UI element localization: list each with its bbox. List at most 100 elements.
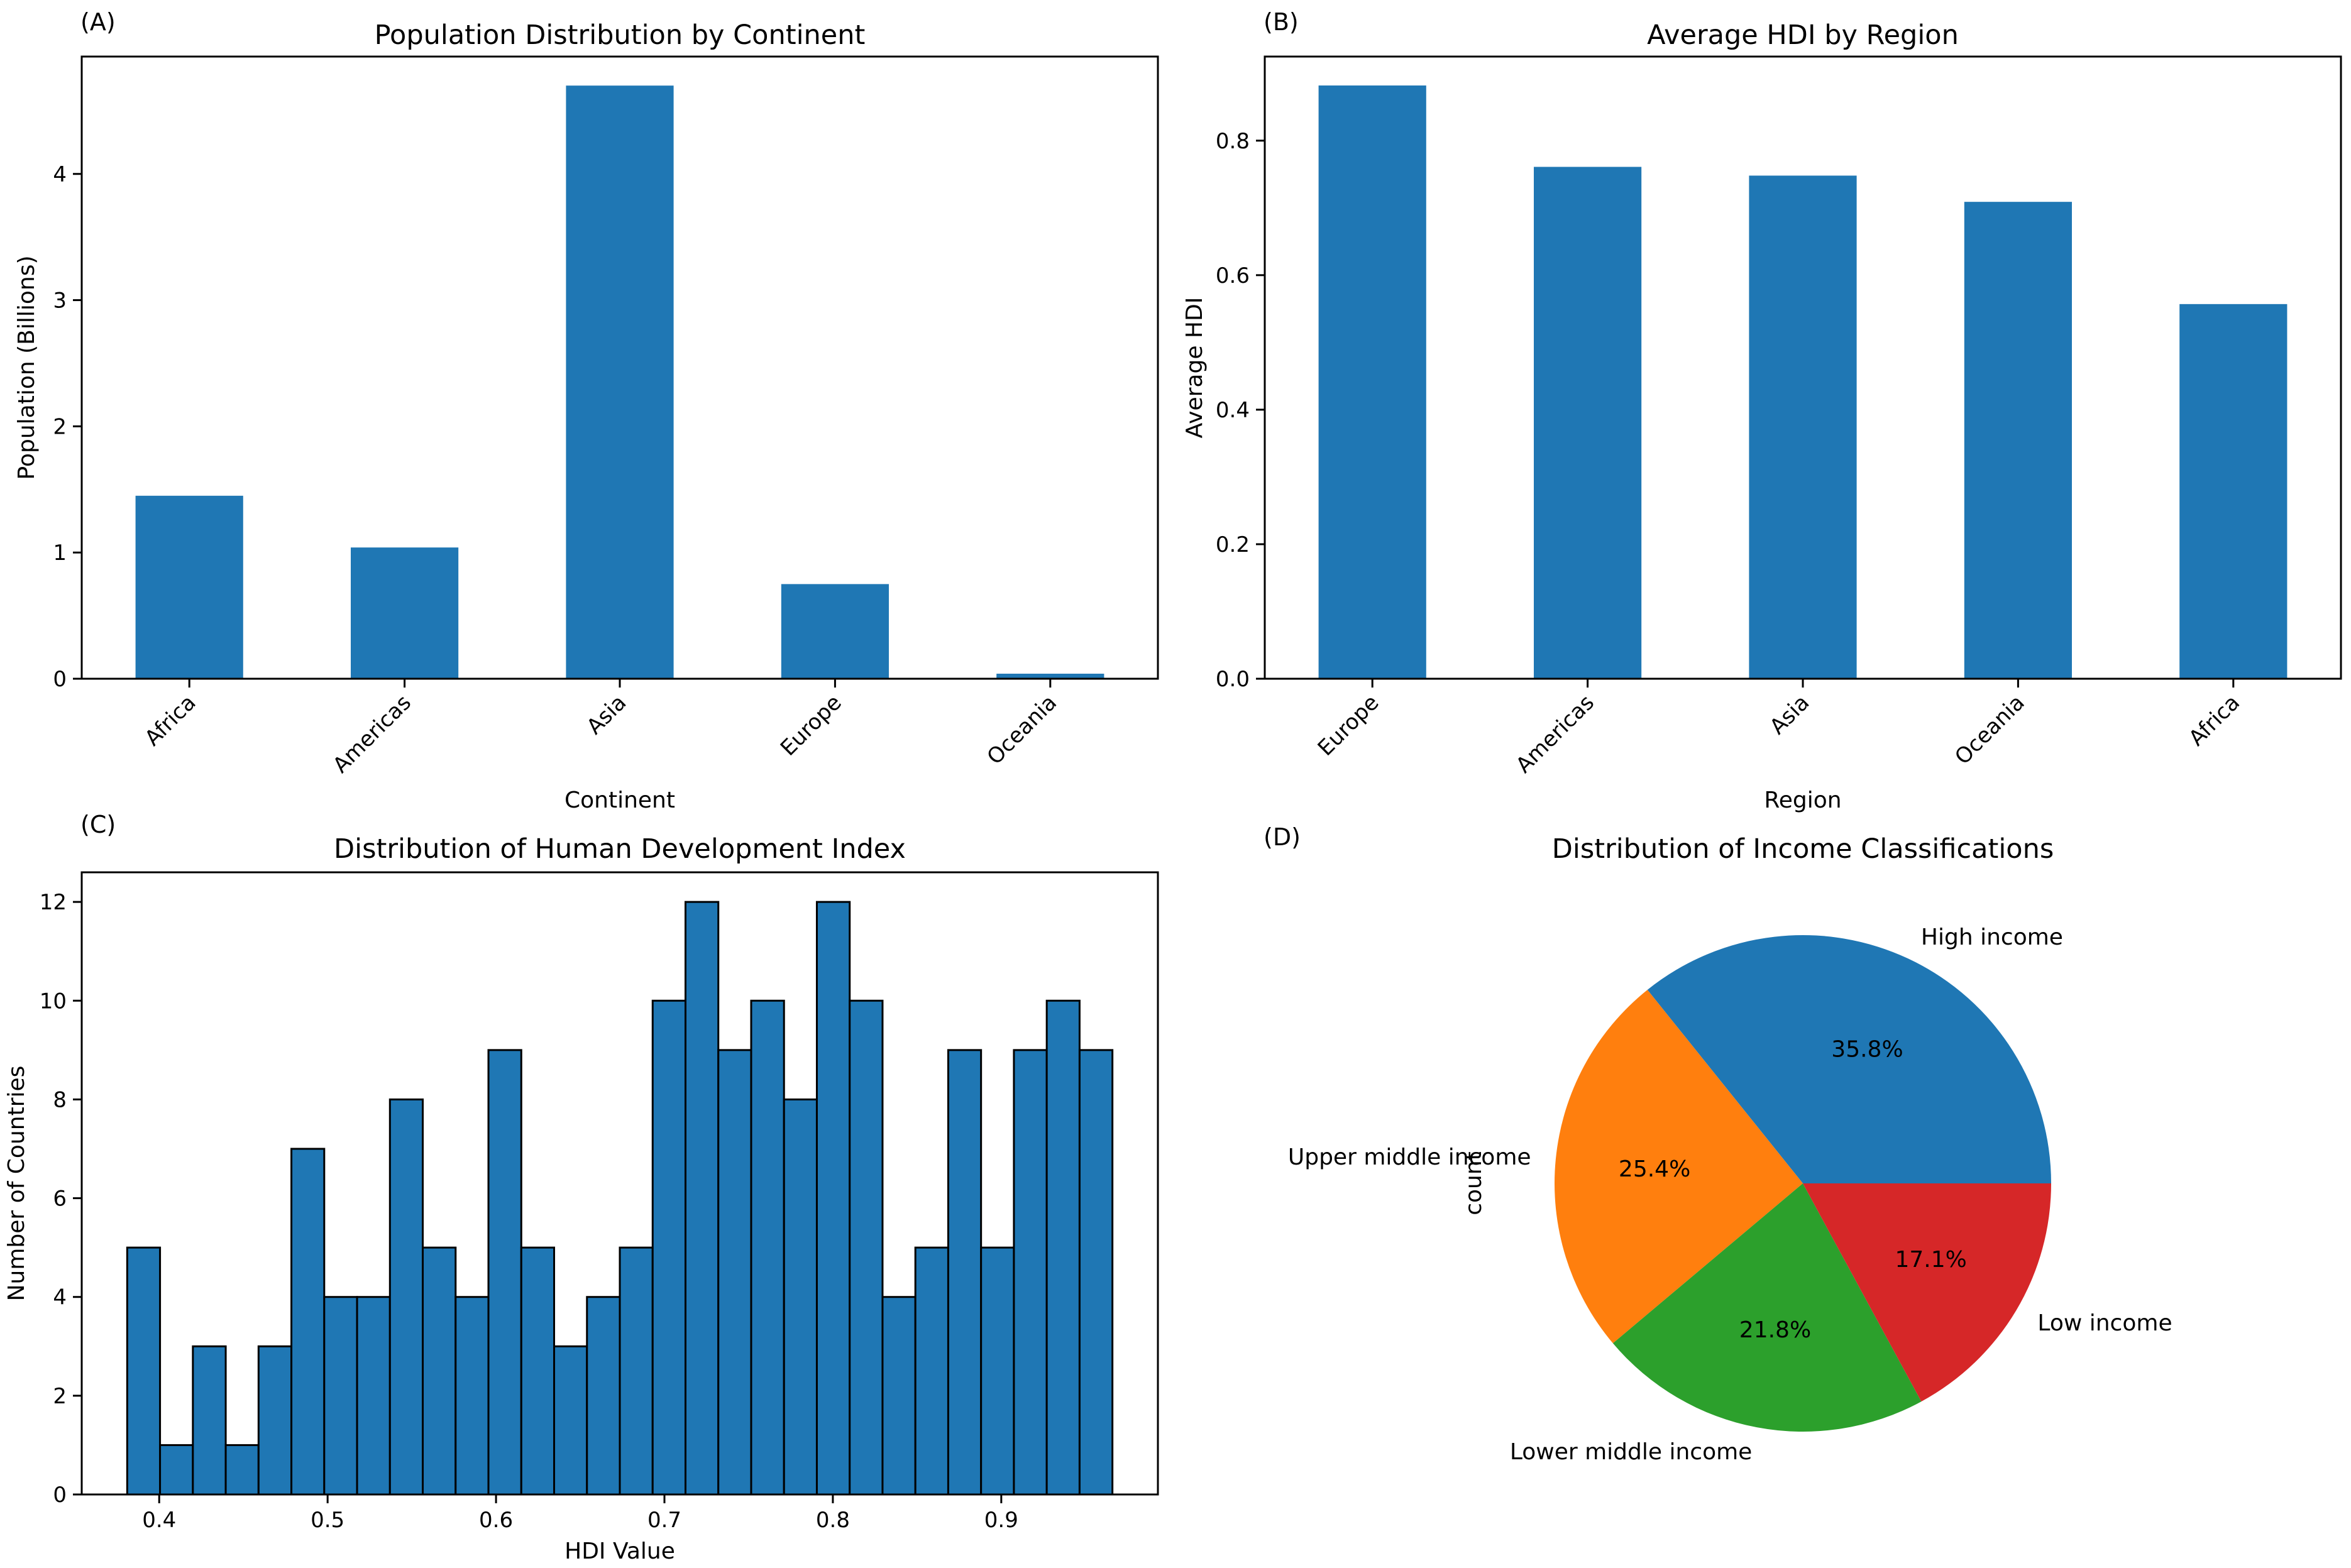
panel-c-ytick-label: 2 <box>53 1384 67 1409</box>
panel-a-ytick-label: 3 <box>53 288 67 314</box>
panel-b-label: (B) <box>1264 8 1299 36</box>
panel-c-title: Distribution of Human Development Index <box>334 833 906 865</box>
panel-c-hist-bar <box>356 1296 391 1496</box>
panel-b-ytick-label: 0.2 <box>1216 532 1250 557</box>
panel-c-hist-bar <box>783 1098 818 1496</box>
panel-a-xtick-label: Oceania <box>983 690 1062 770</box>
panel-a-bar-africa <box>135 495 243 679</box>
panel-c-hist-bar <box>126 1246 162 1496</box>
panel-d-percent-label: 17.1% <box>1895 1247 1966 1273</box>
panel-b-bar-asia <box>1749 175 1857 679</box>
panel-c-xtick-label: 0.7 <box>647 1508 681 1533</box>
panel-c-label: (C) <box>80 811 116 838</box>
panel-a-ylabel: Population (Billions) <box>14 256 40 480</box>
panel-a-xtick-label: Africa <box>140 690 201 751</box>
panel-c-hist-bar <box>750 999 785 1496</box>
panel-c-ytick-label: 12 <box>40 890 67 915</box>
panel-c-plot-area: 0.4 0.5 0.6 0.7 0.8 0.9 0 2 4 6 8 10 12 <box>40 890 1114 1533</box>
panel-a-axes-frame <box>80 55 1159 680</box>
panel-c-hist-bar <box>290 1148 326 1496</box>
panel-c-hist-bar <box>815 901 851 1496</box>
panel-b-bar-africa <box>2179 304 2288 679</box>
panel-c-hist-bar <box>192 1345 227 1496</box>
panel-c-hist-bar <box>1078 1049 1114 1496</box>
panel-d-slice-label: Upper middle income <box>1288 1144 1531 1170</box>
panel-c-ytick-label: 4 <box>53 1285 67 1310</box>
panel-c-hist-bar <box>487 1049 522 1496</box>
panel-a-bar-oceania <box>996 673 1104 679</box>
panel-b-ytick-label: 0.0 <box>1216 667 1250 692</box>
panel-a-ytick-label: 4 <box>53 162 67 187</box>
panel-c-hist-bar <box>454 1296 490 1496</box>
panel-a-bar-europe <box>781 584 889 679</box>
panel-b-xtick-label: Europe <box>1313 690 1384 761</box>
panel-d-slice-lower-middle-income <box>1612 1183 1922 1432</box>
panel-a-ytick-label: 1 <box>53 540 67 566</box>
panel-c-xtick-label: 0.4 <box>142 1508 176 1533</box>
panel-c-ytick-label: 6 <box>53 1187 67 1212</box>
panel-a-bar-americas <box>351 547 459 679</box>
panel-d: (D) Distribution of Income Classificatio… <box>1264 823 2172 1465</box>
panel-b-xtick-label: Africa <box>2184 690 2245 751</box>
panel-c-xlabel: HDI Value <box>564 1538 675 1564</box>
panel-b-title: Average HDI by Region <box>1647 19 1959 51</box>
panel-b-ylabel: Average HDI <box>1182 297 1208 439</box>
panel-c-hist-bar <box>684 901 720 1496</box>
panel-c-hist-bar <box>586 1296 621 1496</box>
panel-a-xtick-label: Americas <box>328 690 416 778</box>
panel-b-bar-americas <box>1534 167 1642 679</box>
panel-c-ytick-label: 10 <box>40 989 67 1014</box>
panel-c-hist-bar <box>323 1296 358 1496</box>
panel-b-ytick-label: 0.8 <box>1216 129 1250 154</box>
panel-d-label: (D) <box>1264 823 1301 851</box>
panel-a-xlabel: Continent <box>564 787 675 813</box>
panel-a: (A) Population Distribution by Continent… <box>14 8 1159 813</box>
panel-a-xtick-label: Europe <box>776 690 847 761</box>
panel-c-hist-bar <box>881 1296 917 1496</box>
panel-b-xtick-label: Oceania <box>1950 690 2030 770</box>
panel-c-xtick-label: 0.5 <box>311 1508 344 1533</box>
panel-d-pie-area: High income 35.8% Upper middle income 25.4%… <box>1288 924 2172 1465</box>
panel-d-slice-label: High income <box>1921 924 2063 950</box>
panel-b-bar-oceania <box>1964 202 2072 679</box>
panel-d-percent-label: 25.4% <box>1619 1156 1690 1182</box>
panel-c-hist-bar <box>980 1246 1015 1496</box>
panel-d-slice-upper-middle-income <box>1555 989 1803 1344</box>
panel-c-hist-bar <box>422 1246 457 1496</box>
panel-a-xtick-label: Asia <box>582 690 632 740</box>
panel-c-xtick-label: 0.9 <box>984 1508 1018 1533</box>
panel-d-percent-label: 21.8% <box>1739 1317 1811 1343</box>
panel-c-ytick-label: 8 <box>53 1087 67 1112</box>
panel-c-ylabel: Number of Countries <box>4 1066 30 1302</box>
panel-a-ytick-label: 2 <box>53 414 67 439</box>
panel-a-title: Population Distribution by Continent <box>375 19 866 51</box>
panel-c-hist-bar <box>224 1444 260 1496</box>
panel-a-plot-area: Africa Americas Asia Europe Oceania 0 1 2 3 4 <box>53 85 1104 778</box>
panel-d-ylabel: count <box>1461 1151 1487 1215</box>
panel-c-hist-bar <box>1013 1049 1048 1496</box>
panel-b-xtick-label: Asia <box>1765 690 1815 740</box>
panel-a-ytick-label: 0 <box>53 667 67 692</box>
panel-c-hist-bar <box>257 1345 293 1496</box>
panel-c-xtick-label: 0.8 <box>816 1508 850 1533</box>
panel-c-hist-bar <box>1045 999 1081 1496</box>
panel-c: (C) Distribution of Human Development In… <box>4 811 1159 1564</box>
panel-b-axes-frame <box>1264 55 2342 680</box>
panel-c-xtick-label: 0.6 <box>479 1508 513 1533</box>
panel-c-hist-bar <box>914 1246 949 1496</box>
panel-c-hist-bar <box>651 999 686 1496</box>
panel-d-slice-low-income <box>1803 1183 2051 1402</box>
panel-c-hist-bar <box>553 1345 588 1496</box>
panel-b-bar-europe <box>1318 85 1426 679</box>
panel-c-hist-bar <box>520 1246 556 1496</box>
panel-c-hist-bar <box>717 1049 752 1496</box>
panel-d-title: Distribution of Income Classifications <box>1552 833 2054 865</box>
panel-d-percent-label: 35.8% <box>1831 1036 1903 1062</box>
panel-c-hist-bar <box>159 1444 194 1496</box>
panel-b-ytick-label: 0.4 <box>1216 398 1250 423</box>
panel-d-slice-label: Lower middle income <box>1510 1439 1753 1465</box>
panel-c-hist-bar <box>388 1098 424 1496</box>
panel-b-ytick-label: 0.6 <box>1216 263 1250 288</box>
panel-a-bar-asia <box>566 85 674 679</box>
panel-c-hist-bar <box>947 1049 983 1496</box>
